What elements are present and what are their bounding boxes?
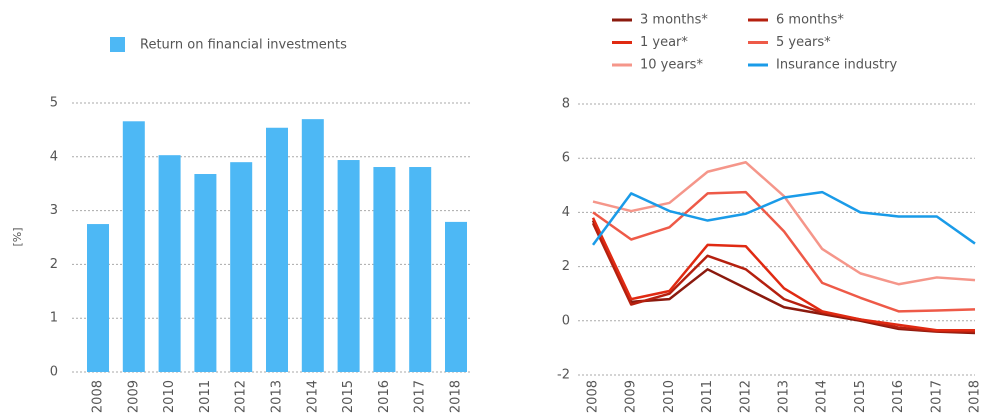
x-tick-label: 2015	[341, 380, 356, 413]
bar	[301, 119, 324, 372]
y-tick-label: 2	[562, 259, 570, 274]
x-tick-label: 2018	[968, 380, 983, 413]
bar	[373, 167, 396, 372]
x-tick-label: 2012	[234, 380, 249, 413]
bar	[409, 167, 432, 372]
y-tick-label: 0	[562, 313, 570, 328]
bar	[230, 162, 253, 372]
y-tick-label: 6	[562, 151, 570, 166]
legend-label: Insurance industry	[776, 58, 897, 73]
y-tick-label: 0	[50, 365, 58, 380]
x-tick-label: 2012	[738, 380, 753, 413]
x-tick-label: 2008	[586, 380, 601, 413]
x-tick-label: 2014	[815, 380, 830, 413]
y-tick-label: 4	[50, 149, 58, 164]
line-series	[591, 190, 976, 246]
y-tick-label: 8	[562, 97, 570, 112]
bar	[87, 224, 109, 372]
x-tick-label: 2013	[270, 380, 285, 413]
legend-label: 3 months*	[640, 13, 708, 28]
x-tick-label: 2018	[449, 380, 464, 413]
bar	[266, 127, 288, 372]
x-tick-label: 2016	[377, 380, 392, 413]
x-tick-label: 2010	[162, 380, 177, 413]
legend-label: 6 months*	[776, 13, 844, 28]
line-series	[592, 161, 976, 286]
x-tick-label: 2014	[305, 380, 320, 413]
line-series	[591, 219, 976, 335]
y-tick-label: 5	[50, 96, 58, 111]
bar	[158, 155, 181, 372]
legend-label: 5 years*	[776, 35, 831, 50]
x-tick-label: 2009	[624, 380, 639, 413]
line-series	[591, 217, 975, 332]
bar	[445, 221, 467, 372]
y-tick-label: 4	[562, 205, 570, 220]
x-tick-label: 2015	[853, 380, 868, 413]
x-tick-label: 2010	[662, 380, 677, 413]
y-tick-label: 2	[50, 257, 58, 272]
bar	[122, 121, 145, 373]
x-tick-label: 2008	[91, 380, 106, 413]
x-tick-label: 2017	[413, 380, 428, 413]
y-tick-label: -2	[557, 368, 570, 383]
y-tick-label: 1	[50, 311, 58, 326]
x-tick-label: 2011	[198, 380, 213, 413]
legend-label: Return on financial investments	[140, 38, 347, 53]
legend-swatch	[110, 37, 125, 52]
legend-label: 10 years*	[640, 58, 703, 73]
x-tick-label: 2016	[891, 380, 906, 413]
legend-label: 1 year*	[640, 35, 688, 50]
x-tick-label: 2009	[126, 380, 141, 413]
bar	[337, 160, 360, 372]
y-tick-label: 3	[50, 203, 58, 218]
line-series	[592, 190, 976, 313]
x-tick-label: 2017	[929, 380, 944, 413]
bar	[194, 174, 217, 372]
line-series	[591, 222, 976, 333]
x-tick-label: 2011	[700, 380, 715, 413]
x-tick-label: 2013	[777, 380, 792, 413]
y-axis-label: [%]	[11, 227, 24, 246]
